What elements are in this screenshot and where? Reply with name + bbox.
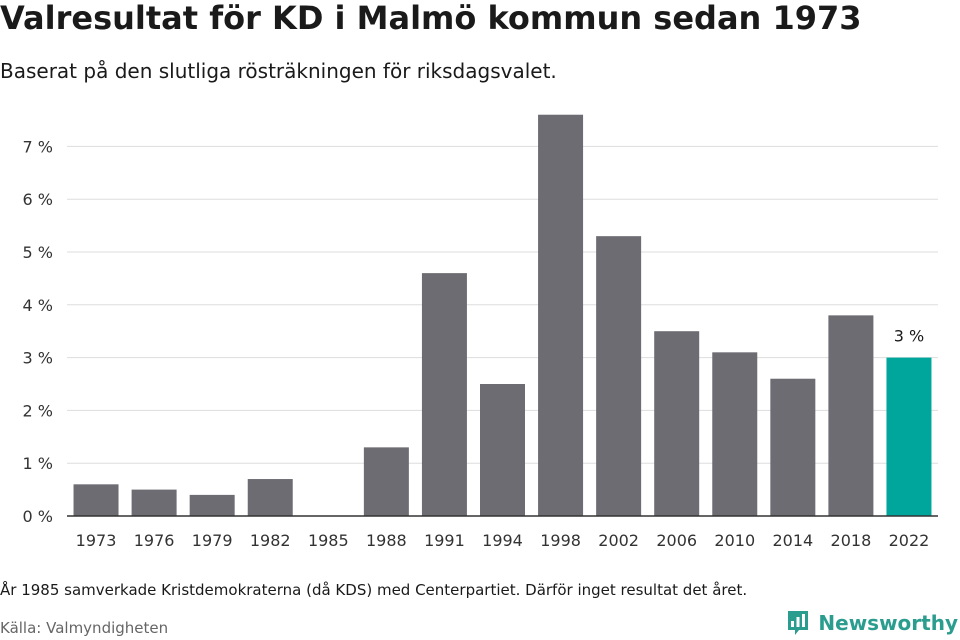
chart-title: Valresultat för KD i Malmö kommun sedan … <box>0 0 862 37</box>
source-text: Källa: Valmyndigheten <box>0 619 169 637</box>
x-tick-label: 1994 <box>482 531 523 550</box>
x-tick-label: 1985 <box>308 531 349 550</box>
bar-chart: 0 % 1 % 2 % 3 % 4 % 5 % 6 % 7 % 1973 1976 1979 198… <box>23 114 938 550</box>
gridlines <box>67 145 938 464</box>
bar-1991 <box>421 273 467 516</box>
bar-chart-logo-icon <box>788 611 809 635</box>
y-tick-label: 4 % <box>23 296 53 315</box>
bar-1988 <box>363 447 409 516</box>
y-tick-label: 5 % <box>23 243 53 262</box>
x-tick-label: 1982 <box>250 531 291 550</box>
x-tick-label: 2022 <box>889 531 930 550</box>
bar-1979 <box>189 494 235 516</box>
x-tick-label: 2006 <box>656 531 697 550</box>
bar-2010 <box>712 352 758 516</box>
brand-name: Newsworthy <box>818 611 958 635</box>
bar-2022 <box>886 357 932 516</box>
bar-1973 <box>73 484 119 516</box>
y-tick-label: 3 % <box>23 349 53 368</box>
bar-1994 <box>480 384 525 516</box>
bar-2018 <box>828 315 874 516</box>
bar-2014 <box>770 378 816 516</box>
x-tick-label: 1979 <box>192 531 233 550</box>
x-axis-tick-labels: 1973 1976 1979 1982 1985 1988 1991 1994 1998 2002… <box>76 531 930 550</box>
brand-logo: Newsworthy <box>786 608 958 638</box>
x-tick-label: 2014 <box>772 531 813 550</box>
x-tick-label: 1991 <box>424 531 465 550</box>
x-tick-label: 1973 <box>76 531 117 550</box>
y-tick-label: 7 % <box>23 137 53 156</box>
bar-1976 <box>131 489 177 516</box>
bar-2006 <box>654 331 700 516</box>
y-tick-label: 6 % <box>23 190 53 209</box>
data-label-2022: 3 % <box>894 327 924 346</box>
bar-1998 <box>538 114 584 516</box>
x-tick-label: 1976 <box>134 531 175 550</box>
x-tick-label: 2002 <box>598 531 639 550</box>
x-tick-label: 2018 <box>831 531 872 550</box>
footnote: År 1985 samverkade Kristdemokraterna (då… <box>0 581 748 599</box>
bars <box>73 114 932 516</box>
bar-2002 <box>596 236 642 516</box>
y-tick-label: 2 % <box>23 401 53 420</box>
y-axis-tick-labels: 0 % 1 % 2 % 3 % 4 % 5 % 6 % 7 % <box>23 137 53 526</box>
x-tick-label: 1988 <box>366 531 407 550</box>
y-tick-label: 1 % <box>23 454 53 473</box>
data-labels: 3 % <box>894 327 924 346</box>
x-tick-label: 1998 <box>540 531 581 550</box>
y-tick-label: 0 % <box>23 507 53 526</box>
bar-1982 <box>247 479 293 516</box>
x-tick-label: 2010 <box>714 531 755 550</box>
chart-subtitle: Baserat på den slutliga rösträkningen fö… <box>0 59 557 83</box>
